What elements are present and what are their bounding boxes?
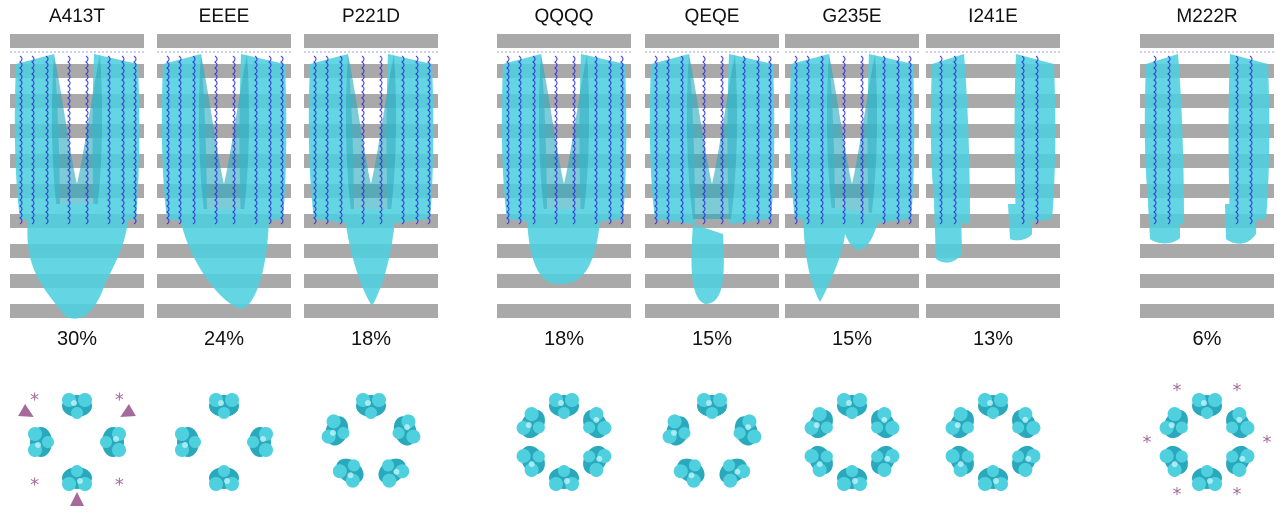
percentage-label: 30% xyxy=(56,328,98,350)
svg-text:*: * xyxy=(30,390,39,411)
panel-label: G235E xyxy=(822,6,882,27)
panel-label: A413T xyxy=(49,6,105,27)
panel-label: P221D xyxy=(341,6,401,27)
svg-text:*: * xyxy=(1263,432,1272,453)
panel-label: QEQE xyxy=(684,6,740,27)
panel-a413t: A413T 30% * * * * xyxy=(10,0,144,522)
panel-label: QQQQ xyxy=(534,6,594,27)
percentage-label: 18% xyxy=(543,328,585,350)
svg-text:*: * xyxy=(30,474,39,495)
side-view-image xyxy=(1140,34,1274,324)
panel-label: EEEE xyxy=(198,6,250,27)
side-view-image xyxy=(926,34,1060,324)
side-view-image xyxy=(645,34,779,324)
top-view-image xyxy=(645,380,779,522)
svg-text:*: * xyxy=(1173,484,1182,505)
percentage-label: 18% xyxy=(350,328,392,350)
top-view-image: * * * * * * xyxy=(1140,380,1274,522)
top-view-image: * * * * xyxy=(10,380,144,522)
panel-eeee: EEEE 24% xyxy=(157,0,291,522)
top-view-image xyxy=(304,380,438,522)
panel-p221d: P221D 18% xyxy=(304,0,438,522)
panel-label: M222R xyxy=(1176,6,1238,27)
percentage-label: 24% xyxy=(203,328,245,350)
percentage-label: 6% xyxy=(1192,328,1222,350)
top-view-image xyxy=(785,380,919,522)
panel-label: I241E xyxy=(968,6,1018,27)
top-view-image xyxy=(157,380,291,522)
svg-text:*: * xyxy=(1233,484,1242,505)
svg-text:*: * xyxy=(115,474,124,495)
panel-qeqe: QEQE 15% xyxy=(645,0,779,522)
panel-qqqq: QQQQ 18% xyxy=(497,0,631,522)
svg-text:*: * xyxy=(1233,380,1242,401)
svg-text:*: * xyxy=(1173,380,1182,401)
top-view-image xyxy=(497,380,631,522)
percentage-label: 15% xyxy=(831,328,873,350)
panel-m222r: M222R 6% * * * * * * xyxy=(1140,0,1274,522)
side-view-image xyxy=(304,34,438,324)
side-view-image xyxy=(157,34,291,324)
percentage-label: 15% xyxy=(691,328,733,350)
side-view-image xyxy=(785,34,919,324)
side-view-image xyxy=(497,34,631,324)
side-view-image xyxy=(10,34,144,324)
percentage-label: 13% xyxy=(972,328,1014,350)
panel-i241e: I241E 13% xyxy=(926,0,1060,522)
top-view-image xyxy=(926,380,1060,522)
svg-text:*: * xyxy=(1143,432,1152,453)
panel-g235e: G235E 15% xyxy=(785,0,919,522)
svg-text:*: * xyxy=(115,390,124,411)
